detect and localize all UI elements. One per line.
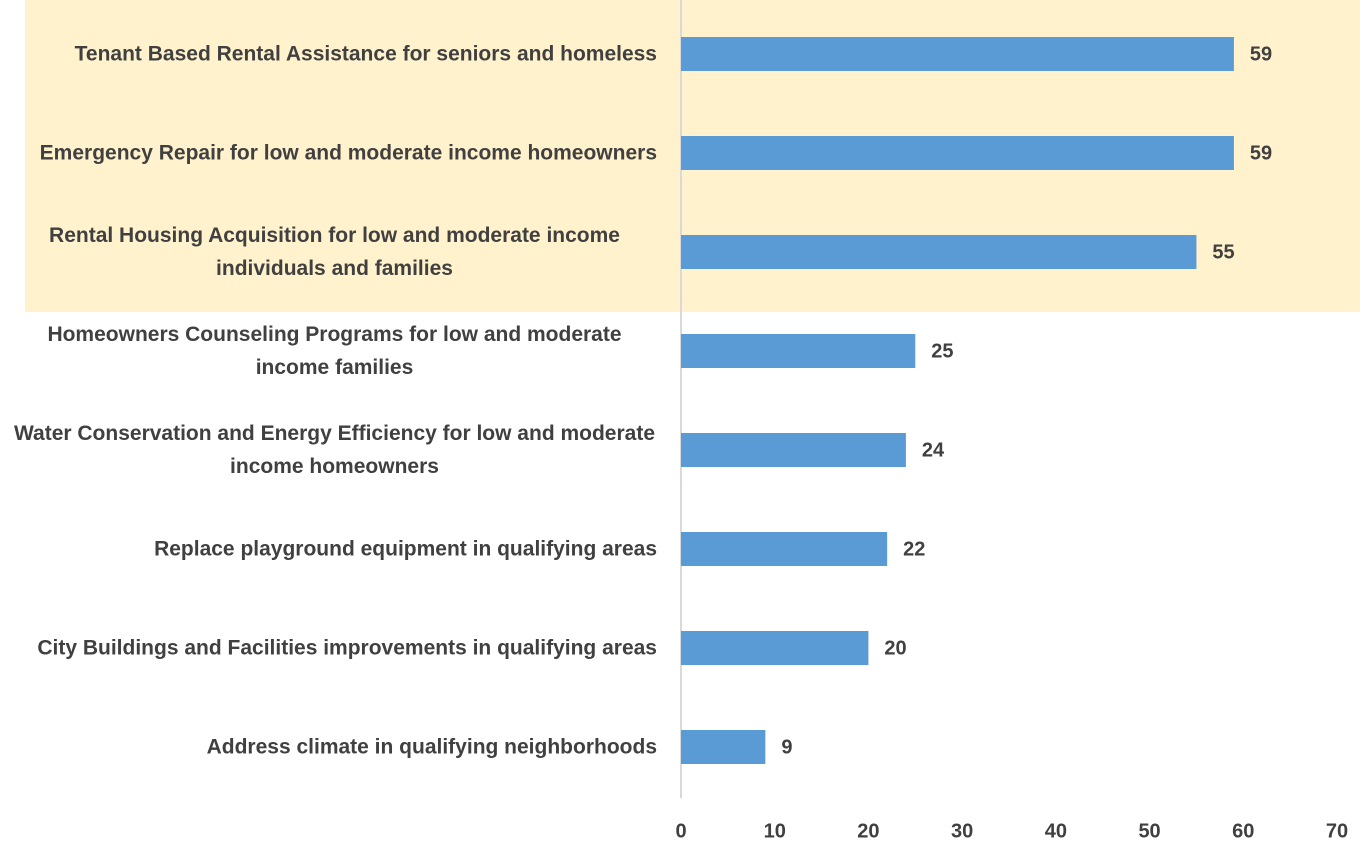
- value-label: 59: [1250, 142, 1272, 164]
- category-label: Address climate in qualifying neighborho…: [206, 735, 657, 759]
- category-label: Emergency Repair for low and moderate in…: [39, 141, 657, 165]
- x-tick-label: 10: [764, 820, 786, 842]
- bar: [681, 433, 906, 467]
- value-label: 25: [931, 340, 953, 362]
- category-label: Replace playground equipment in qualifyi…: [154, 537, 657, 561]
- category-label: Homeowners Counseling Programs for low a…: [47, 323, 622, 379]
- x-tick-label: 40: [1045, 820, 1067, 842]
- bar: [681, 235, 1197, 269]
- x-tick-label: 70: [1326, 820, 1348, 842]
- x-tick-label: 0: [675, 820, 686, 842]
- category-label: Rental Housing Acquisition for low and m…: [49, 224, 620, 280]
- value-label: 59: [1250, 43, 1272, 65]
- value-label: 22: [903, 538, 925, 560]
- x-tick-label: 60: [1232, 820, 1254, 842]
- bar: [681, 334, 916, 368]
- x-tick-label: 50: [1138, 820, 1160, 842]
- value-label: 9: [781, 736, 792, 758]
- x-tick-label: 30: [951, 820, 973, 842]
- x-tick-label: 20: [857, 820, 879, 842]
- bar: [681, 532, 888, 566]
- value-label: 20: [884, 637, 906, 659]
- bar: [681, 136, 1234, 170]
- bar: [681, 730, 766, 764]
- category-label: Water Conservation and Energy Efficiency…: [13, 422, 656, 478]
- category-label: City Buildings and Facilities improvemen…: [37, 636, 657, 660]
- bar: [681, 631, 869, 665]
- category-label: Tenant Based Rental Assistance for senio…: [74, 42, 657, 66]
- bar: [681, 37, 1234, 71]
- value-label: 24: [922, 439, 945, 461]
- value-label: 55: [1212, 241, 1234, 263]
